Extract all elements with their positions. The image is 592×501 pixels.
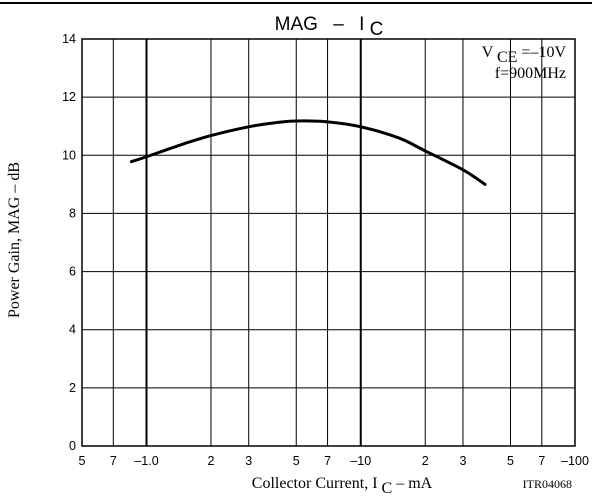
y-tick-label: 4	[69, 323, 76, 337]
x-tick-label: –10	[350, 454, 371, 468]
condition-vce-sub: CE	[497, 49, 517, 66]
condition-vce: V CE =–10V	[482, 44, 567, 66]
chart-title: MAG – I C	[275, 14, 384, 40]
x-tick-label: 7	[538, 454, 545, 468]
y-tick-label: 6	[69, 265, 76, 279]
figure-code: ITR04068	[523, 477, 572, 491]
x-axis-label-rest: – mA	[395, 475, 432, 492]
x-axis-label-main: Collector Current, I	[252, 475, 378, 492]
title-separator: –	[333, 14, 344, 35]
condition-frequency: f=900MHz	[495, 65, 566, 82]
x-tick-label: 5	[79, 454, 86, 468]
x-tick-label: –1.0	[134, 454, 158, 468]
y-tick-label: 14	[62, 32, 76, 46]
y-tick-label: 2	[69, 381, 76, 395]
y-tick-label: 8	[69, 206, 76, 220]
x-axis-label-sub: C	[382, 480, 393, 497]
plot-area-border	[81, 38, 576, 447]
condition-vce-main: V	[482, 44, 494, 61]
plot-frame	[81, 38, 576, 447]
x-tick-label: 7	[324, 454, 331, 468]
y-axis-label: Power Gain, MAG – dB	[6, 162, 23, 318]
x-tick-label: 5	[293, 454, 300, 468]
x-tick-label: 5	[507, 454, 514, 468]
y-tick-label: 12	[62, 90, 76, 104]
x-tick-label: 7	[110, 454, 117, 468]
tick-labels: 5 7 –1.0 2 3 5 7 –10 2 3 5 7 –100 0 2 4 6 8 10 12 14	[62, 32, 589, 468]
series-line	[129, 119, 487, 186]
y-tick-label: 10	[62, 148, 76, 162]
condition-vce-rest: =–10V	[521, 44, 566, 61]
title-main: MAG	[275, 14, 318, 35]
y-tick-label: 0	[69, 439, 76, 453]
title-variable: I	[359, 14, 364, 35]
grid	[82, 39, 575, 446]
x-tick-label: –100	[561, 454, 589, 468]
x-tick-label: 2	[208, 454, 215, 468]
title-subscript: C	[370, 19, 384, 40]
x-axis-label: Collector Current, I C – mA	[252, 475, 433, 497]
x-tick-label: 3	[245, 454, 252, 468]
x-tick-label: 2	[422, 454, 429, 468]
series-layer	[129, 119, 487, 186]
x-tick-label: 3	[459, 454, 466, 468]
